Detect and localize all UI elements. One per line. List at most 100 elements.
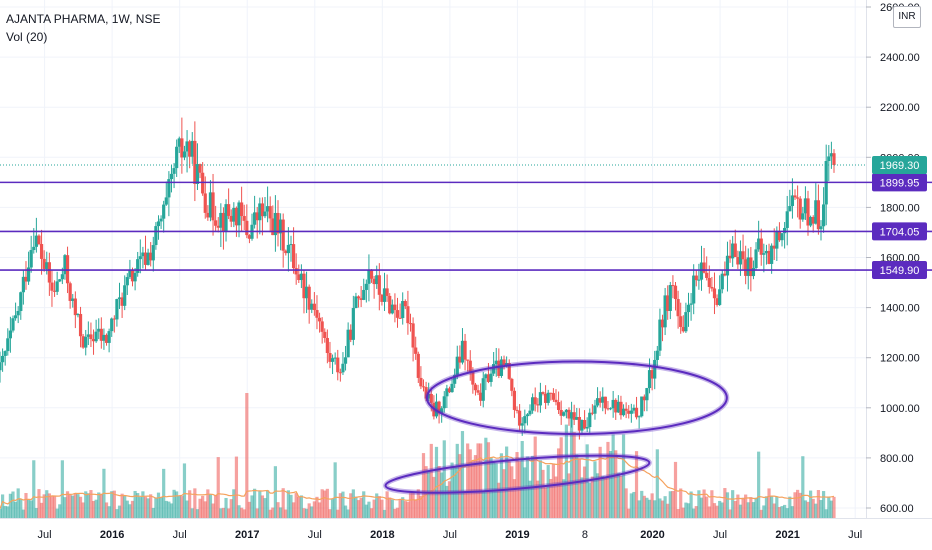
volume-bar bbox=[310, 506, 314, 518]
candle bbox=[585, 417, 589, 432]
candle bbox=[515, 406, 519, 414]
candle bbox=[232, 202, 236, 228]
volume-bar bbox=[224, 497, 228, 518]
ellipse-annotation[interactable] bbox=[425, 360, 728, 436]
candle bbox=[564, 409, 568, 419]
currency-badge[interactable]: INR bbox=[893, 6, 921, 28]
volume-bar bbox=[68, 494, 72, 518]
volume-bar bbox=[694, 506, 698, 518]
candle bbox=[382, 272, 387, 312]
volume-bar bbox=[351, 489, 355, 518]
volume-bar bbox=[188, 490, 192, 518]
candle bbox=[97, 318, 101, 340]
volume-bar bbox=[330, 499, 335, 518]
candle bbox=[180, 117, 184, 174]
candle bbox=[582, 410, 587, 430]
candle bbox=[593, 399, 597, 420]
candle bbox=[110, 317, 114, 337]
candle bbox=[247, 234, 252, 244]
volume-bar bbox=[692, 508, 696, 518]
candle bbox=[26, 251, 31, 285]
y-tick-label: 2200.00 bbox=[880, 102, 920, 114]
candle bbox=[642, 394, 646, 412]
candle bbox=[338, 368, 342, 382]
volume-bar bbox=[450, 462, 454, 518]
volume-bar bbox=[304, 508, 309, 518]
volume-bar bbox=[684, 502, 688, 518]
volume-bar bbox=[403, 501, 407, 518]
candle bbox=[473, 382, 478, 396]
candle bbox=[538, 382, 543, 413]
volume-bar bbox=[130, 500, 135, 518]
candle bbox=[757, 220, 761, 252]
candle bbox=[123, 275, 127, 311]
volume-bar bbox=[702, 489, 706, 518]
volume-bar bbox=[705, 496, 709, 518]
candle bbox=[445, 384, 449, 408]
volume-bar bbox=[255, 508, 259, 518]
symbol-title[interactable]: AJANTA PHARMA, 1W, NSE bbox=[6, 12, 161, 26]
volume-bar bbox=[466, 443, 470, 518]
volume-bar bbox=[341, 491, 345, 518]
candle bbox=[419, 366, 423, 390]
candle bbox=[731, 236, 735, 267]
candle bbox=[518, 404, 522, 432]
candle bbox=[484, 373, 488, 391]
volume-indicator-label[interactable]: Vol (20) bbox=[6, 30, 48, 44]
candle bbox=[268, 196, 272, 233]
volume-bar bbox=[728, 509, 732, 518]
candle bbox=[816, 184, 821, 235]
volume-bar bbox=[182, 463, 187, 518]
x-tick-label: 2019 bbox=[505, 529, 529, 541]
volume-bar bbox=[263, 498, 267, 518]
volume-bar bbox=[689, 491, 693, 518]
candle bbox=[466, 359, 470, 372]
candle bbox=[227, 188, 231, 220]
volume-bar bbox=[736, 494, 740, 518]
volume-bar bbox=[616, 472, 620, 518]
candle bbox=[42, 250, 46, 272]
candle bbox=[133, 268, 137, 291]
candle bbox=[151, 236, 155, 272]
candle bbox=[52, 280, 57, 297]
candle bbox=[172, 162, 176, 189]
candle bbox=[541, 391, 545, 396]
volume-bar bbox=[354, 496, 358, 518]
volume-bar bbox=[278, 507, 283, 518]
candle bbox=[154, 222, 158, 250]
candle bbox=[32, 228, 36, 254]
candle bbox=[325, 329, 329, 364]
candle bbox=[710, 276, 714, 292]
candle bbox=[330, 354, 335, 374]
volume-bar bbox=[89, 490, 93, 518]
candle bbox=[523, 409, 527, 434]
candle bbox=[169, 165, 174, 193]
candle bbox=[640, 396, 644, 418]
candle bbox=[224, 199, 228, 242]
candle bbox=[115, 298, 119, 327]
volume-bar bbox=[824, 509, 828, 518]
volume-bar bbox=[414, 499, 418, 518]
volume-bar bbox=[681, 507, 685, 518]
candle bbox=[302, 270, 306, 314]
candle bbox=[369, 269, 374, 283]
volume-bar bbox=[793, 492, 797, 518]
candle bbox=[19, 291, 23, 320]
candle bbox=[767, 243, 771, 265]
volume-bar bbox=[733, 501, 737, 518]
volume-bar bbox=[559, 437, 563, 518]
volume-bar bbox=[343, 505, 348, 518]
candle bbox=[733, 229, 737, 258]
volume-bar bbox=[78, 496, 83, 518]
volume-bar bbox=[647, 499, 652, 518]
ellipse-annotation[interactable] bbox=[384, 448, 651, 500]
candle bbox=[281, 213, 285, 268]
volume-bar bbox=[767, 488, 771, 518]
volume-bar bbox=[445, 485, 449, 518]
x-tick-label: Jul bbox=[713, 529, 727, 541]
volume-bar bbox=[45, 490, 49, 518]
volume-bar bbox=[315, 496, 319, 518]
candle bbox=[634, 396, 639, 420]
volume-bar bbox=[47, 493, 51, 518]
